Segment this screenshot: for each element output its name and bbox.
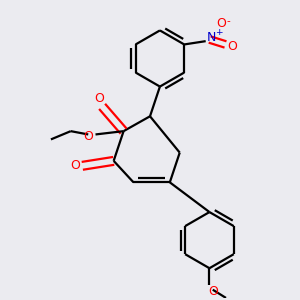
Text: O: O: [70, 159, 80, 172]
Text: +: +: [215, 28, 223, 38]
Text: N: N: [207, 32, 216, 44]
Text: -: -: [226, 16, 230, 26]
Text: O: O: [83, 130, 93, 142]
Text: O: O: [217, 17, 226, 31]
Text: O: O: [227, 40, 237, 52]
Text: O: O: [208, 285, 218, 298]
Text: O: O: [94, 92, 104, 105]
